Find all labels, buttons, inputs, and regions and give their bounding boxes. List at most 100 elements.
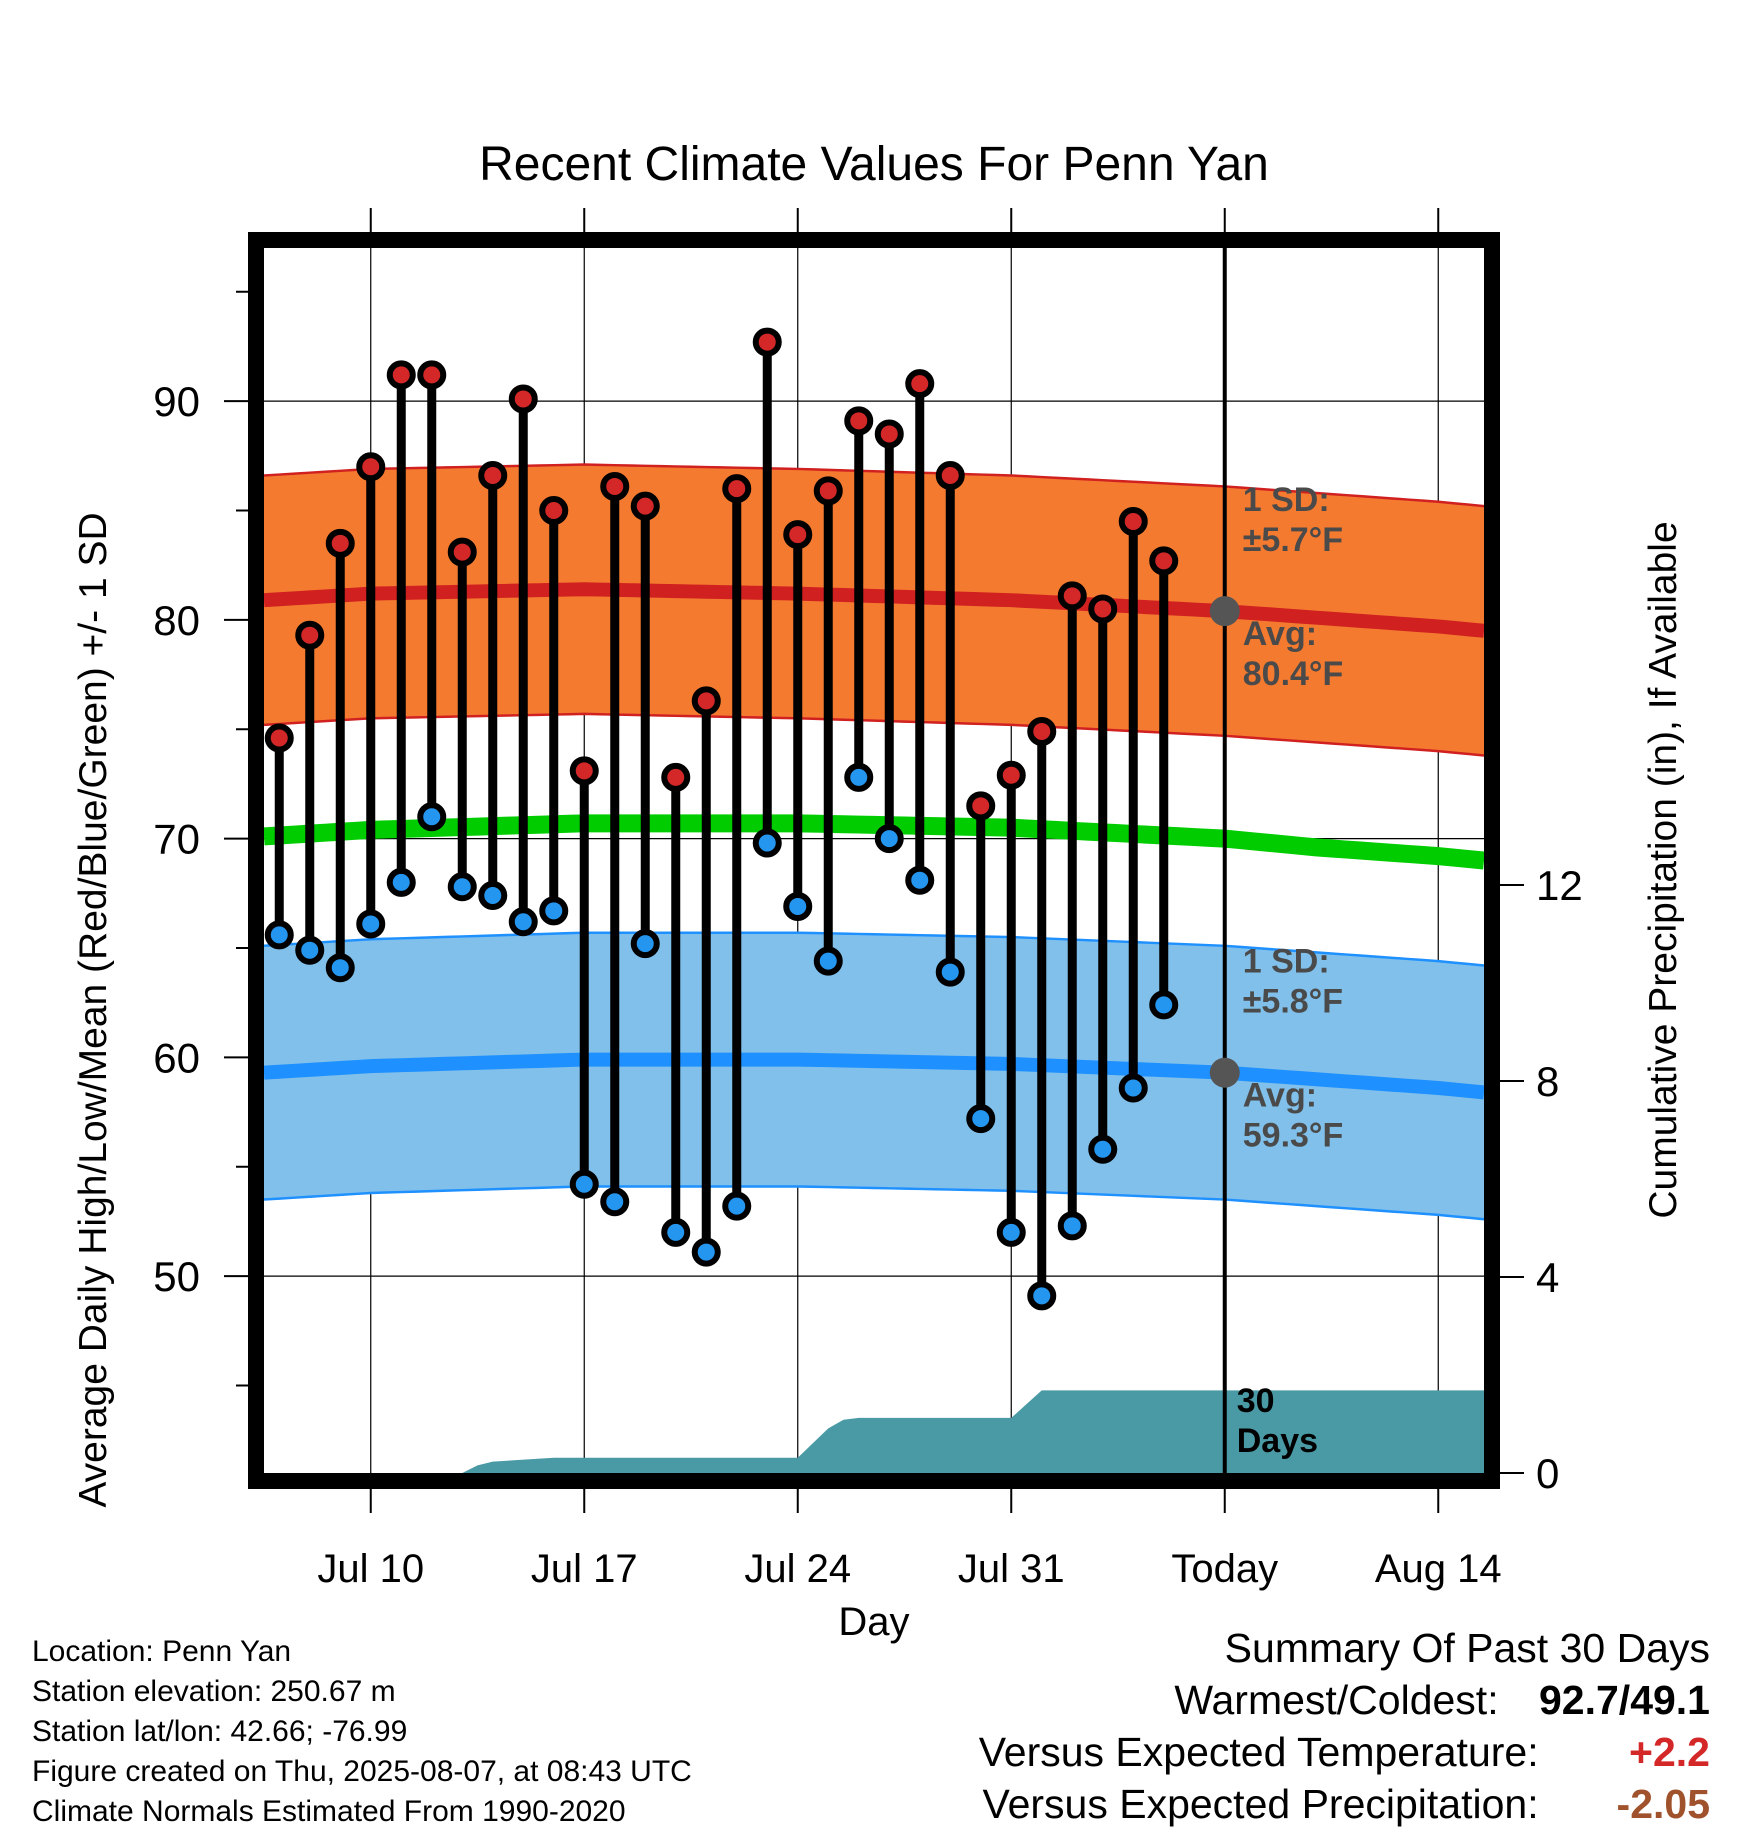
- daily-low-point: [966, 1104, 996, 1134]
- daily-high-point: [539, 496, 569, 525]
- daily-low-point: [417, 802, 447, 832]
- daily-low-point: [630, 929, 660, 959]
- warm-cold-value: 92.7/49.1: [1539, 1677, 1710, 1723]
- x-tick-label: Jul 10: [317, 1547, 424, 1591]
- y2-tick-label: 0: [1536, 1450, 1559, 1497]
- temp-row: Versus Expected Temperature: +2.2: [979, 1726, 1710, 1778]
- y-tick-label: 80: [153, 597, 200, 644]
- daily-low-point: [783, 891, 813, 921]
- daily-low-point: [874, 824, 904, 854]
- latlon-text: Station lat/lon: 42.66; -76.99: [32, 1715, 408, 1748]
- daily-high-point: [661, 762, 691, 792]
- high-sd-band-edge: [264, 712, 1484, 757]
- location-text: Location: Penn Yan: [32, 1635, 292, 1668]
- high-sd-band-edge: [264, 463, 1484, 508]
- daily-low-point: [1118, 1073, 1148, 1103]
- daily-low-point: [661, 1217, 691, 1247]
- y-axis-label: Average Daily High/Low/Mean (Red/Blue/Gr…: [72, 512, 115, 1507]
- daily-high-point: [295, 620, 325, 650]
- normal-high-line: [264, 582, 1484, 638]
- daily-low-point: [905, 865, 935, 895]
- daily-high-point: [905, 369, 935, 399]
- daily-high-point: [325, 528, 355, 558]
- daily-low-point: [264, 920, 294, 950]
- daily-high-point: [386, 360, 416, 390]
- warm-cold-label: Warmest/Coldest:: [1174, 1677, 1499, 1723]
- y-tick-label: 70: [153, 816, 200, 863]
- today-high-avg-marker: [1209, 596, 1240, 627]
- x-axis-label: Day: [838, 1600, 909, 1644]
- today-low-avg-marker: [1209, 1057, 1240, 1088]
- daily-high-point: [691, 686, 721, 716]
- high-sd-value: ±5.7°F: [1243, 521, 1343, 559]
- daily-high-point: [783, 520, 813, 550]
- x-tick-label: Jul 24: [744, 1547, 851, 1591]
- daily-high-point: [996, 760, 1026, 790]
- low-sd-value: ±5.8°F: [1243, 983, 1343, 1021]
- daily-high-point: [569, 756, 599, 786]
- y2-tick-label: 12: [1536, 862, 1583, 909]
- y2-axis-label: Cumulative Precipitation (in), If Availa…: [1642, 521, 1685, 1218]
- x-tick-label: Aug 14: [1375, 1547, 1502, 1591]
- daily-low-point: [752, 828, 782, 858]
- temp-label: Versus Expected Temperature:: [978, 1729, 1539, 1775]
- y2-tick-label: 4: [1536, 1254, 1559, 1301]
- temp-value: +2.2: [1629, 1729, 1710, 1775]
- x-tick-label: Jul 31: [958, 1547, 1065, 1591]
- daily-low-point: [844, 762, 874, 792]
- y2-tick-label: 8: [1536, 1058, 1559, 1105]
- daily-low-point: [295, 935, 325, 965]
- station-info: Location: Penn Yan Station elevation: 25…: [32, 1632, 692, 1832]
- daily-high-point: [874, 419, 904, 449]
- daily-high-point: [813, 476, 843, 506]
- daily-high-point: [447, 537, 477, 567]
- normal-mean-line: [264, 814, 1484, 870]
- daily-high-point: [935, 461, 965, 490]
- daily-high-point: [508, 384, 538, 414]
- daily-high-point: [1149, 546, 1179, 576]
- daily-low-point: [569, 1169, 599, 1199]
- warm-cold-row: Warmest/Coldest: 92.7/49.1: [979, 1674, 1710, 1726]
- low-sd-band-edge: [264, 1185, 1484, 1221]
- daily-low-point: [508, 907, 538, 937]
- low-sd-band-edge: [264, 931, 1484, 967]
- summary-title: Summary Of Past 30 Days: [1224, 1625, 1710, 1671]
- normals-text: Climate Normals Estimated From 1990-2020: [32, 1795, 626, 1828]
- y-tick-label: 90: [153, 378, 200, 425]
- daily-low-point: [722, 1191, 752, 1221]
- daily-low-point: [539, 896, 569, 926]
- low-sd-label: 1 SD:: [1243, 943, 1330, 981]
- daily-high-point: [844, 406, 874, 436]
- grid-lines: [264, 248, 1484, 1473]
- daily-high-point: [600, 471, 630, 501]
- daily-high-point: [1118, 506, 1148, 536]
- precip-label-line2: Days: [1237, 1422, 1318, 1460]
- high-sd-band: [264, 464, 1484, 756]
- precip-label-line1: 30: [1237, 1382, 1275, 1420]
- daily-low-point: [996, 1217, 1026, 1247]
- daily-low-point: [1149, 990, 1179, 1020]
- daily-low-point: [1088, 1134, 1118, 1164]
- daily-low-point: [600, 1187, 630, 1217]
- high-avg-value: 80.4°F: [1243, 655, 1344, 693]
- precip-row: Versus Expected Precipitation: -2.05: [979, 1778, 1711, 1830]
- precip-label: Versus Expected Precipitation:: [982, 1781, 1539, 1827]
- x-tick-label: Today: [1171, 1547, 1278, 1591]
- daily-low-point: [356, 909, 386, 939]
- x-tick-label: Jul 17: [531, 1547, 638, 1591]
- precip-area: [264, 1390, 1484, 1473]
- daily-low-point: [478, 881, 508, 910]
- daily-high-point: [722, 474, 752, 504]
- precip-value: -2.05: [1616, 1781, 1710, 1827]
- daily-low-point: [935, 957, 965, 987]
- daily-high-point: [1057, 581, 1087, 611]
- daily-high-point: [752, 327, 782, 357]
- elevation-text: Station elevation: 250.67 m: [32, 1675, 396, 1708]
- daily-high-point: [1088, 594, 1118, 624]
- low-sd-band: [264, 932, 1484, 1220]
- high-avg-label: Avg:: [1243, 615, 1317, 653]
- daily-low-point: [691, 1237, 721, 1267]
- low-avg-value: 59.3°F: [1243, 1117, 1344, 1155]
